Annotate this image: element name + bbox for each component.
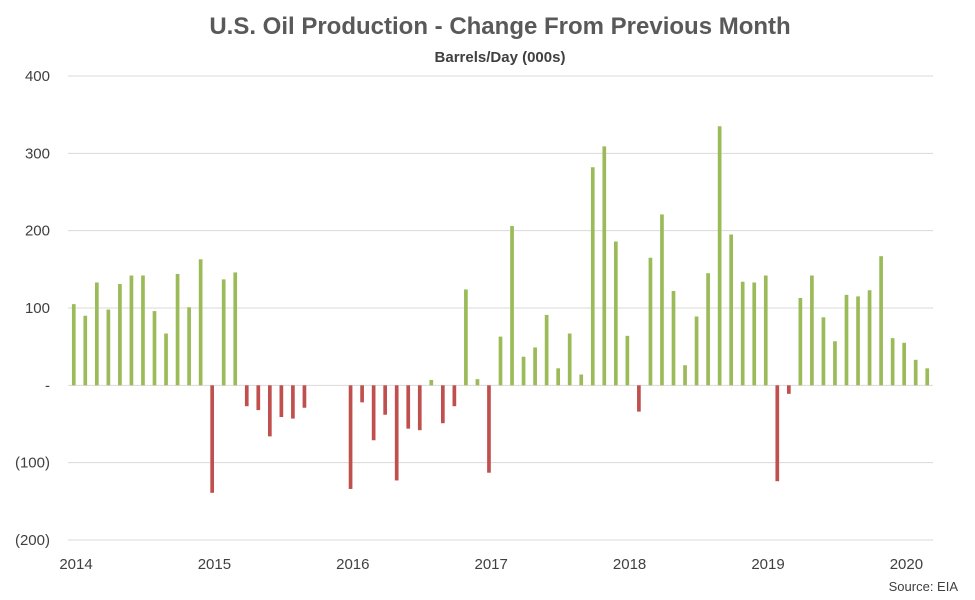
bar-positive	[83, 315, 88, 386]
y-tick-label: 200	[25, 223, 50, 240]
bar-positive	[579, 374, 584, 386]
bar-positive	[533, 347, 537, 386]
bar-negative	[406, 385, 411, 429]
bar-positive	[175, 273, 180, 386]
bar-positive	[683, 365, 687, 386]
bar-positive	[221, 279, 226, 386]
bar-negative	[267, 385, 272, 437]
x-tick-label: 2014	[59, 556, 92, 573]
bar-negative	[279, 385, 284, 418]
bar-positive	[521, 356, 526, 386]
bar-positive	[740, 281, 745, 386]
bar-positive	[694, 316, 699, 386]
bar-negative	[394, 385, 399, 481]
bar-negative	[348, 385, 353, 489]
x-axis-tick-labels: 2014 2015 2016 2017 2018 2019 2020	[59, 556, 923, 573]
chart-title: U.S. Oil Production - Change From Previo…	[209, 13, 790, 40]
bar-positive	[187, 307, 191, 386]
bar-positive	[106, 309, 111, 386]
bar-negative	[360, 385, 364, 403]
gridlines	[68, 75, 933, 541]
y-tick-label: 400	[25, 68, 50, 85]
bar-negative	[371, 385, 376, 441]
bar-negative	[637, 385, 641, 412]
bar-positive	[660, 214, 664, 386]
bar-positive	[752, 282, 757, 386]
bar-positive	[879, 256, 883, 386]
bar-positive	[821, 317, 826, 386]
bar-positive	[429, 379, 434, 386]
bar-positive	[890, 338, 895, 386]
bar-positive	[164, 333, 168, 386]
x-tick-label: 2015	[198, 556, 231, 573]
bar-positive	[71, 304, 76, 386]
y-tick-label: -	[45, 377, 50, 394]
y-tick-label: (200)	[15, 532, 50, 549]
bar-positive	[856, 296, 860, 386]
bar-positive	[648, 257, 653, 386]
bar-positive	[129, 275, 134, 386]
bar-positive	[798, 297, 803, 386]
bars	[71, 126, 930, 493]
bar-positive	[763, 275, 768, 386]
bar-negative	[244, 385, 249, 407]
bar-positive	[498, 336, 503, 386]
bar-negative	[786, 385, 791, 394]
bar-positive	[902, 342, 907, 386]
bar-positive	[844, 294, 849, 386]
bar-negative	[440, 385, 445, 424]
source-note: Source: EIA	[889, 579, 959, 594]
bar-positive	[556, 368, 561, 386]
bar-positive	[625, 335, 630, 386]
bar-positive	[613, 241, 618, 386]
bar-positive	[544, 314, 549, 386]
bar-positive	[590, 167, 595, 386]
bar-positive	[867, 290, 872, 386]
x-tick-label: 2017	[475, 556, 508, 573]
bar-positive	[475, 379, 480, 386]
bar-positive	[671, 290, 676, 386]
bar-negative	[291, 385, 295, 419]
bar-positive	[510, 226, 514, 386]
bar-positive	[464, 289, 468, 386]
bar-negative	[417, 385, 422, 431]
bar-positive	[94, 282, 99, 386]
bar-negative	[775, 385, 780, 482]
bar-positive	[198, 259, 203, 386]
bar-negative	[452, 385, 457, 407]
x-tick-label: 2019	[751, 556, 784, 573]
bar-positive	[925, 368, 930, 386]
y-tick-label: 100	[25, 300, 50, 317]
y-axis-tick-labels: 400 300 200 100 - (100) (200)	[15, 68, 50, 549]
y-tick-label: 300	[25, 145, 50, 162]
bar-positive	[706, 273, 710, 386]
bar-positive	[833, 341, 837, 386]
bar-negative	[487, 385, 491, 473]
bar-positive	[141, 275, 145, 386]
bar-negative	[210, 385, 215, 493]
bar-negative	[302, 385, 307, 408]
x-tick-label: 2016	[336, 556, 369, 573]
bar-negative	[256, 385, 261, 411]
bar-positive	[118, 284, 122, 386]
chart-subtitle: Barrels/Day (000s)	[435, 49, 566, 66]
bar-positive	[567, 333, 572, 386]
x-tick-label: 2020	[890, 556, 923, 573]
bar-positive	[810, 275, 814, 386]
bar-positive	[233, 272, 238, 386]
bar-positive	[152, 311, 157, 386]
bar-positive	[717, 126, 722, 386]
bar-negative	[383, 385, 388, 415]
x-tick-label: 2018	[613, 556, 646, 573]
bar-positive	[602, 146, 607, 386]
bar-positive	[729, 234, 734, 386]
bar-positive	[913, 359, 918, 386]
y-tick-label: (100)	[15, 455, 50, 472]
